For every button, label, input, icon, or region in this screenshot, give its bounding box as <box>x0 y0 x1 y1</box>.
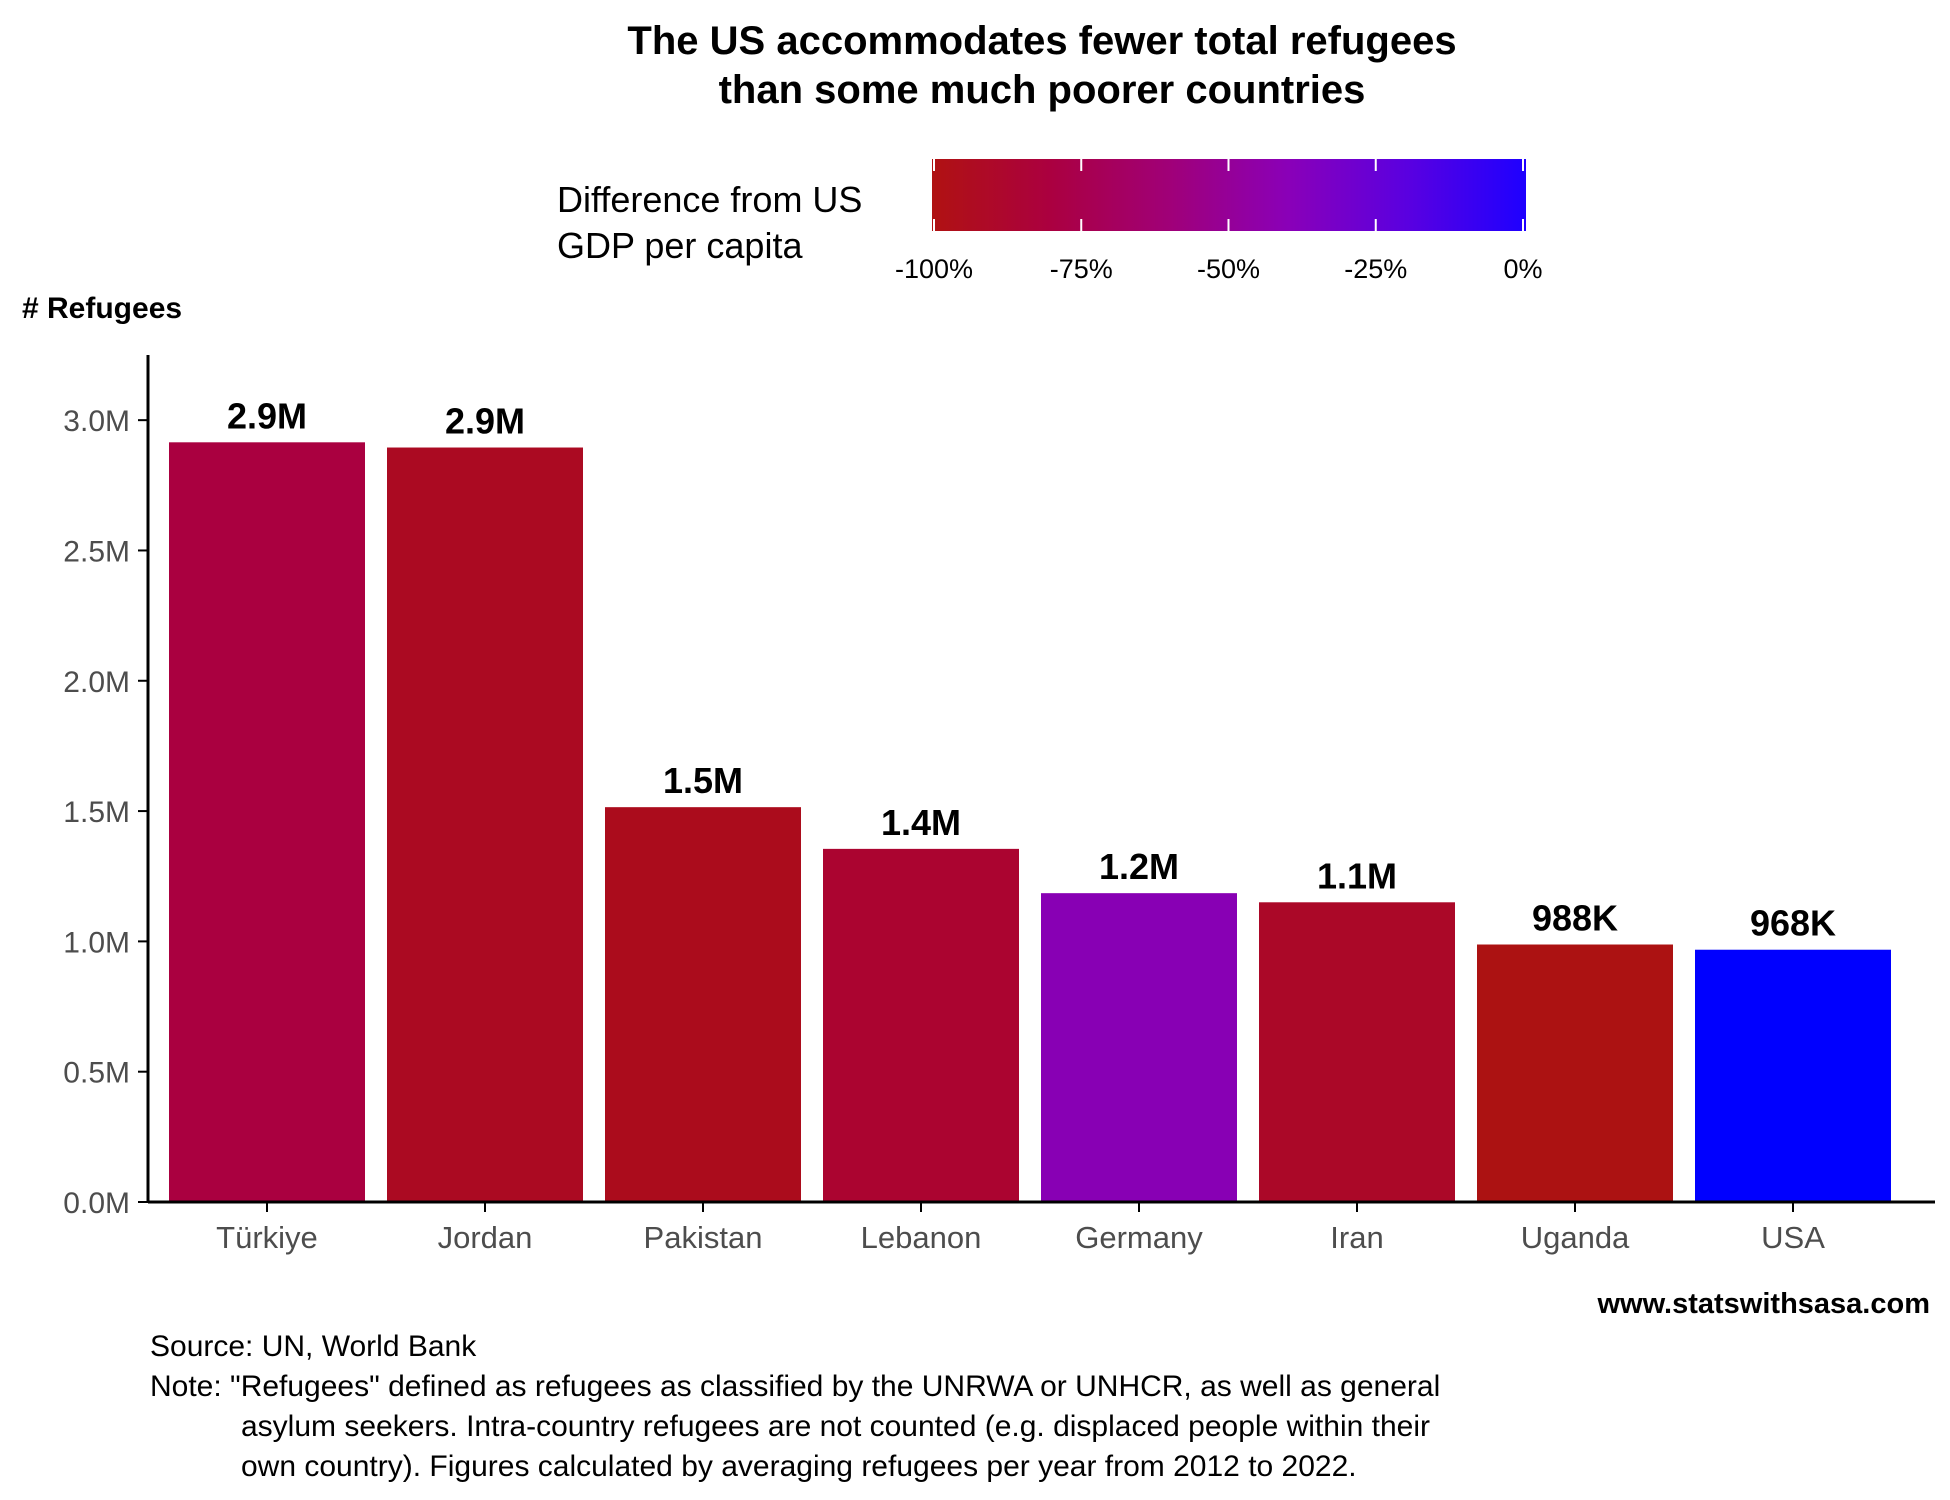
legend-tick-label: 0% <box>1503 254 1542 284</box>
data-label: 1.4M <box>881 802 961 843</box>
bar-pakistan <box>605 807 801 1202</box>
caption-note-line-2: asylum seekers. Intra-country refugees a… <box>241 1410 1430 1443</box>
data-labels: 2.9M 2.9M 1.5M 1.4M 1.2M 1.1M 988K 968K <box>227 395 1836 943</box>
x-tick-label: Pakistan <box>644 1220 763 1255</box>
legend-title-line-2: GDP per capita <box>557 225 803 266</box>
y-tick-label: 1.5M <box>63 796 130 829</box>
data-label: 2.9M <box>445 401 525 442</box>
caption-note-line-3: own country). Figures calculated by aver… <box>241 1450 1357 1483</box>
y-tick-label: 2.5M <box>63 535 130 568</box>
y-tick-label: 0.5M <box>63 1057 130 1090</box>
legend-tick-label: -25% <box>1344 254 1407 284</box>
bar-iran <box>1259 902 1455 1202</box>
x-tick-label: Uganda <box>1521 1220 1630 1255</box>
x-tick-label: Lebanon <box>861 1220 982 1255</box>
legend-tick-label: -100% <box>895 254 973 284</box>
data-label: 968K <box>1750 903 1836 944</box>
caption-note-line-1: Note: "Refugees" defined as refugees as … <box>150 1370 1440 1403</box>
data-label: 1.1M <box>1317 855 1397 896</box>
caption-source: Source: UN, World Bank <box>150 1330 477 1363</box>
y-tick-label: 3.0M <box>63 405 130 438</box>
bar-lebanon <box>823 848 1019 1202</box>
website-label: www.statswithsasa.com <box>1596 1288 1930 1320</box>
data-label: 1.5M <box>663 760 743 801</box>
bar-uganda <box>1477 944 1673 1202</box>
y-tick-label: 0.0M <box>63 1187 130 1220</box>
bar-usa <box>1695 949 1891 1202</box>
legend-tick-label: -75% <box>1050 254 1113 284</box>
y-tick-label: 2.0M <box>63 666 130 699</box>
legend: Difference from US GDP per capita -100% -… <box>557 159 1543 284</box>
x-tick-label: USA <box>1761 1220 1825 1255</box>
x-axis: Türkiye Jordan Pakistan Lebanon Germany Iran U… <box>148 1200 1935 1255</box>
x-tick-label: Türkiye <box>216 1220 318 1255</box>
legend-title-line-1: Difference from US <box>557 179 862 220</box>
bar-germany <box>1041 893 1237 1202</box>
chart-title-line-1: The US accommodates fewer total refugees <box>627 19 1456 63</box>
x-tick-label: Jordan <box>438 1220 533 1255</box>
y-axis: 0.0M 0.5M 1.0M 1.5M 2.0M 2.5M 3.0M <box>63 355 150 1220</box>
bars <box>169 442 1891 1203</box>
y-tick-label: 1.0M <box>63 926 130 959</box>
chart-title-line-2: than some much poorer countries <box>719 68 1366 112</box>
x-tick-label: Iran <box>1330 1220 1383 1255</box>
x-tick-label: Germany <box>1075 1220 1203 1255</box>
bar-türkiye <box>169 442 365 1202</box>
legend-tick-label: -50% <box>1197 254 1260 284</box>
data-label: 1.2M <box>1099 846 1179 887</box>
data-label: 2.9M <box>227 395 307 436</box>
bar-jordan <box>387 447 583 1203</box>
caption: Source: UN, World Bank Note: "Refugees" … <box>150 1330 1440 1483</box>
data-label: 988K <box>1532 898 1618 939</box>
y-axis-label: # Refugees <box>22 292 182 325</box>
